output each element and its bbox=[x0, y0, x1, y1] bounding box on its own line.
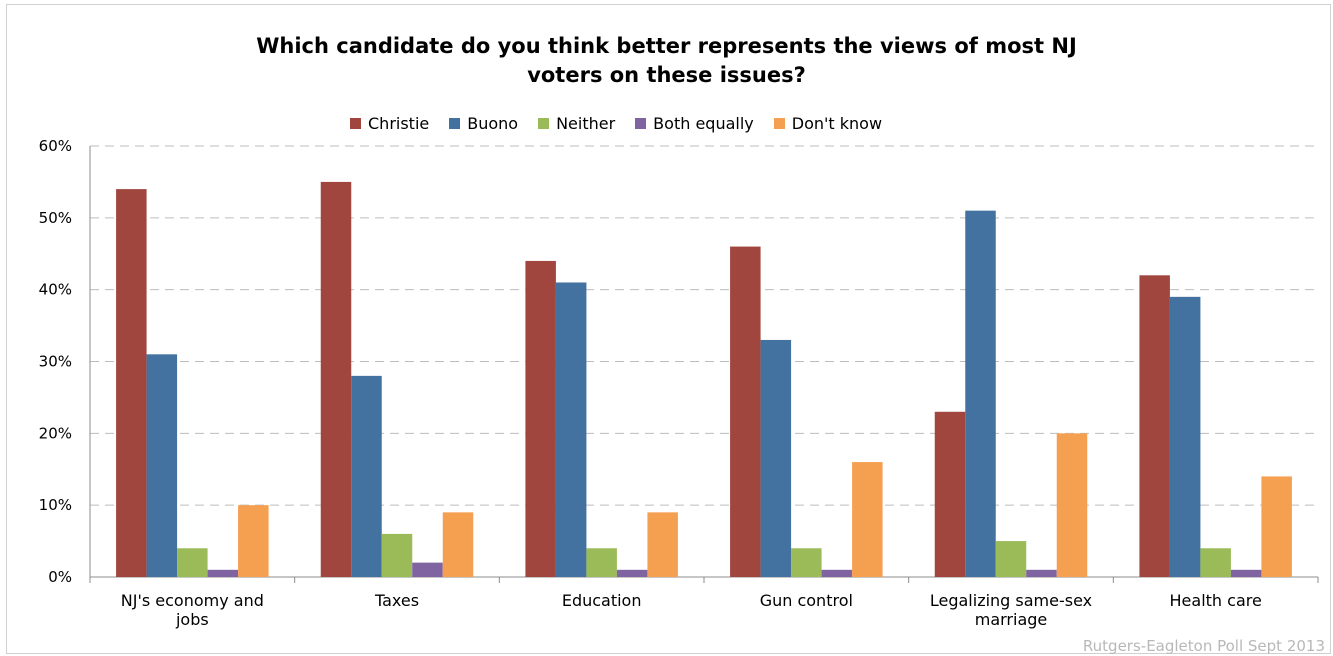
legend-label-christie: Christie bbox=[368, 113, 430, 133]
bar-buono-0 bbox=[146, 354, 178, 577]
bar-buono-1 bbox=[351, 375, 382, 577]
bar-neither-1 bbox=[381, 533, 413, 577]
bar-christie-3 bbox=[730, 246, 761, 578]
legend-item-neither: Neither bbox=[538, 114, 615, 133]
bar-both-equally-2 bbox=[616, 569, 648, 577]
bar-buono-2 bbox=[555, 282, 587, 577]
bar-don-t-know-1 bbox=[442, 512, 474, 577]
y-tick-label: 0% bbox=[48, 568, 72, 586]
x-category-label: Education bbox=[562, 591, 642, 610]
y-tick-label: 30% bbox=[39, 353, 72, 371]
bar-christie-5 bbox=[1139, 275, 1170, 577]
bar-both-equally-4 bbox=[1026, 569, 1057, 577]
bar-buono-3 bbox=[760, 339, 792, 577]
legend-swatch-dont-know bbox=[773, 117, 785, 129]
legend-label-dont-know: Don't know bbox=[791, 113, 883, 133]
bar-don-t-know-5 bbox=[1261, 476, 1292, 577]
legend-label-both-equally: Both equally bbox=[653, 113, 754, 133]
x-category-label: NJ's economy and bbox=[121, 591, 264, 610]
legend-item-both-equally: Both equally bbox=[635, 114, 754, 133]
chart-frame bbox=[6, 4, 1331, 654]
bar-christie-4 bbox=[934, 411, 966, 577]
bar-neither-3 bbox=[791, 548, 822, 577]
bar-both-equally-1 bbox=[412, 562, 443, 577]
y-tick-label: 10% bbox=[39, 496, 72, 514]
bar-don-t-know-2 bbox=[647, 512, 678, 577]
legend-label-buono: Buono bbox=[467, 113, 519, 133]
bar-christie-1 bbox=[320, 181, 352, 577]
legend-swatch-both-equally bbox=[635, 117, 647, 129]
x-category-label: Health care bbox=[1170, 591, 1262, 610]
y-tick-label: 60% bbox=[39, 137, 72, 155]
legend-swatch-buono bbox=[449, 117, 461, 129]
x-category-label: jobs bbox=[175, 610, 209, 629]
bar-buono-4 bbox=[965, 210, 996, 577]
bar-both-equally-3 bbox=[821, 569, 853, 577]
x-category-label: Legalizing same-sex bbox=[930, 591, 1092, 610]
bar-buono-5 bbox=[1169, 296, 1201, 577]
bar-christie-0 bbox=[116, 189, 147, 577]
y-tick-label: 50% bbox=[39, 209, 72, 227]
bar-christie-2 bbox=[525, 260, 556, 577]
bar-neither-2 bbox=[586, 548, 617, 577]
bar-don-t-know-3 bbox=[852, 462, 883, 577]
chart-title-line-1: Which candidate do you think better repr… bbox=[256, 34, 1077, 58]
bar-both-equally-5 bbox=[1230, 569, 1262, 577]
legend-label-neither: Neither bbox=[556, 113, 616, 133]
chart-legend: Christie Buono Neither Both equally Don'… bbox=[350, 112, 902, 134]
x-category-label: Gun control bbox=[760, 591, 853, 610]
bar-neither-4 bbox=[995, 541, 1027, 577]
legend-item-dont-know: Don't know bbox=[773, 113, 883, 133]
legend-item-buono: Buono bbox=[449, 114, 518, 133]
legend-item-christie: Christie bbox=[350, 114, 429, 133]
y-tick-label: 40% bbox=[39, 281, 72, 299]
legend-swatch-neither bbox=[538, 117, 550, 129]
x-category-label: marriage bbox=[975, 610, 1048, 629]
bar-both-equally-0 bbox=[207, 569, 239, 577]
y-tick-label: 20% bbox=[39, 424, 72, 442]
bar-neither-5 bbox=[1200, 548, 1231, 577]
legend-swatch-christie bbox=[350, 117, 361, 129]
bar-don-t-know-4 bbox=[1056, 433, 1088, 577]
bar-neither-0 bbox=[177, 548, 208, 577]
bar-don-t-know-0 bbox=[238, 505, 269, 577]
x-category-label: Taxes bbox=[374, 591, 419, 610]
chart-title: Which candidate do you think better repr… bbox=[0, 32, 1333, 90]
chart-title-line-2: voters on these issues? bbox=[527, 63, 806, 87]
source-note: Rutgers-Eagleton Poll Sept 2013 bbox=[1082, 637, 1325, 655]
